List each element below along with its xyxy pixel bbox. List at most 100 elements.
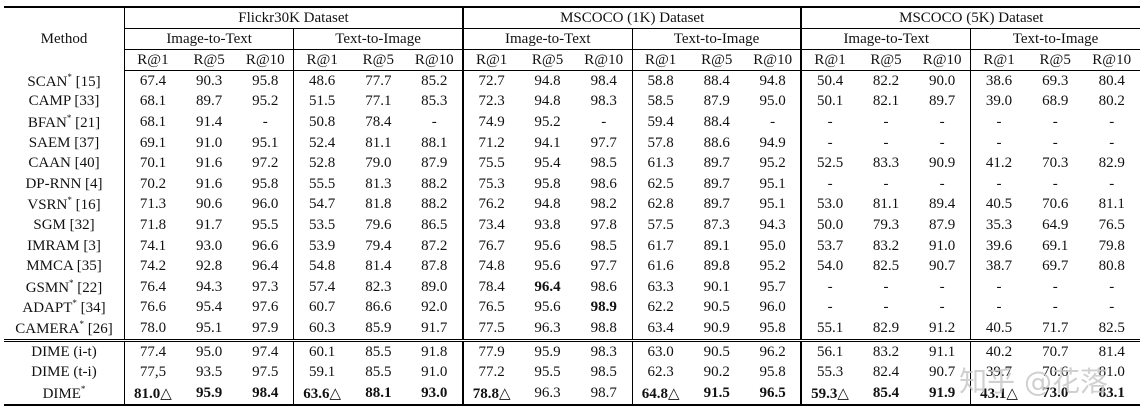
value-cell: 89.7 <box>703 175 730 192</box>
value-cell: 81.1 <box>365 134 392 151</box>
value-cell: 55.1 <box>800 318 858 341</box>
value-cell: 82.4 <box>872 364 900 381</box>
value-cell: 71.2 <box>461 132 520 154</box>
table-row: BFAN* [21] 68.1 91.4 - 50.8 78.4 - 74.9 95.2 - 59.… <box>4 112 1140 133</box>
value-cell: 89.7 <box>703 155 730 172</box>
value-cell: 64.8△ <box>631 382 689 406</box>
method-cell: CAAN [40] <box>4 153 125 174</box>
value-cell: 94.3 <box>759 216 786 233</box>
method-cell: DP-RNN [4] <box>4 173 125 195</box>
value-cell: 98.6 <box>590 278 617 295</box>
method-mark: * <box>67 71 72 82</box>
method-name: SAEM <box>28 134 71 151</box>
value-cell: 73.0 <box>1027 382 1084 406</box>
value-cell: 95.1 <box>759 175 786 192</box>
value-cell: 40.2 <box>970 338 1027 363</box>
value-cell: 62.8 <box>631 194 689 216</box>
method-ref: [26] <box>87 320 113 337</box>
value-cell: 72.3 <box>461 91 520 113</box>
value-cell: 91.0 <box>929 237 956 254</box>
value-cell: - <box>1052 299 1058 316</box>
value-cell: - <box>1109 278 1115 295</box>
value-cell: 53.7 <box>800 235 858 257</box>
value-cell: 95.6 <box>534 299 561 316</box>
value-cell: 92.0 <box>421 299 448 316</box>
value-cell: 81.4 <box>1083 338 1140 363</box>
value-cell: 55.5 <box>293 173 351 195</box>
table-row: DP-RNN [4] 70.2 91.6 95.8 55.5 81.3 88.2 75.3 95… <box>4 173 1140 195</box>
value-cell: 71.7 <box>1042 319 1069 336</box>
method-cell: SGM [32] <box>4 215 125 236</box>
table-header: Method Flickr30K Dataset MSCOCO (1K) Datas… <box>4 6 1140 71</box>
value-cell: 96.4 <box>534 278 561 295</box>
value-cell: 69.1 <box>1042 237 1069 254</box>
value-cell: 79.3 <box>872 216 900 233</box>
value-cell: 54.7 <box>293 194 351 216</box>
method-ref: [40] <box>74 155 100 172</box>
value-cell: 76.4 <box>139 278 167 295</box>
value-cell: 57.5 <box>631 215 689 236</box>
metric-header: R@5 <box>350 49 407 71</box>
value-cell: 80.2 <box>1098 93 1125 110</box>
method-cell: BFAN* [21] <box>4 112 125 133</box>
value-cell: - <box>1052 113 1058 130</box>
value-cell: 91.8 <box>406 338 463 363</box>
value-cell: 81.0△ <box>124 382 181 406</box>
value-cell: 82.5 <box>1098 319 1125 336</box>
value-cell: 63.4 <box>631 318 689 341</box>
value-cell: 97.2 <box>252 155 279 172</box>
value-cell: 91.7 <box>195 216 223 233</box>
value-cell: 97.5 <box>252 364 279 381</box>
value-cell: 76.5 <box>1098 216 1125 233</box>
metric-header: R@10 <box>406 49 463 71</box>
dataset-header: Flickr30K Dataset <box>124 6 463 29</box>
value-cell: 88.2 <box>421 175 448 192</box>
method-cell: CAMERA* [26] <box>4 318 125 341</box>
table-row: CAAN [40] 70.1 91.6 97.2 52.8 79.0 87.9 75.5 95.… <box>4 153 1140 174</box>
value-cell: 91.2 <box>929 319 956 336</box>
value-cell: 95.9 <box>519 338 576 363</box>
value-cell: - <box>1109 134 1115 151</box>
value-cell: 75.3 <box>461 173 520 195</box>
value-cell: 96.5 <box>744 382 802 406</box>
value-cell: 81.3 <box>365 175 392 192</box>
value-cell: - <box>601 113 607 130</box>
value-cell: 70.7 <box>1027 338 1084 363</box>
value-cell: 81.0 <box>1098 364 1125 381</box>
value-cell: 70.2 <box>139 175 167 192</box>
value-cell: 95.7 <box>759 278 786 295</box>
value-cell: 94.8 <box>534 93 561 110</box>
table-row: VSRN* [16] 71.3 90.6 96.0 54.7 81.8 88.2 76.2 94… <box>4 194 1140 216</box>
value-cell: - <box>800 173 858 195</box>
value-cell: 90.7 <box>929 258 956 275</box>
value-cell: 90.5 <box>703 299 730 316</box>
value-cell: 77.5 <box>461 318 520 341</box>
table-row: DIME (t-i) 77,5 93.5 97.5 59.1 85.5 91.0 77.2 95… <box>4 362 1140 383</box>
table-row: DIME* 81.0△ 95.9 98.4 63.6△ 88.1 93.0 78.8△ 96.3… <box>4 382 1140 406</box>
value-cell: 76.2 <box>461 194 520 216</box>
value-cell: 95.2 <box>759 258 786 275</box>
value-cell: 54.0 <box>800 256 858 277</box>
metric-header: R@5 <box>1027 49 1084 71</box>
table-row: SCAN* [15] 67.4 90.3 95.8 48.6 77.7 85.2 72.7 94… <box>4 70 1140 92</box>
value-cell: 97.6 <box>252 299 279 316</box>
value-cell: 79.4 <box>365 237 392 254</box>
dataset-header: MSCOCO (1K) Dataset <box>461 6 802 29</box>
value-cell: 55.3 <box>800 362 858 383</box>
value-cell: 68.1 <box>139 113 167 130</box>
value-cell: 89.1 <box>703 237 730 254</box>
value-cell: 86.5 <box>421 216 448 233</box>
value-cell: - <box>262 113 268 130</box>
value-cell: 91.5 <box>688 382 745 406</box>
value-cell: 40.5 <box>970 194 1027 216</box>
method-mark: * <box>80 383 86 394</box>
value-cell: 57.4 <box>293 276 351 298</box>
value-cell: 95.8 <box>252 72 279 89</box>
value-cell: 90.9 <box>703 319 730 336</box>
method-cell: CAMP [33] <box>4 91 125 113</box>
value-cell: - <box>939 175 945 192</box>
metric-header: R@10 <box>914 49 971 71</box>
metric-header: R@5 <box>519 49 576 71</box>
metric-header: R@1 <box>970 49 1027 71</box>
value-cell: 83.3 <box>872 155 900 172</box>
